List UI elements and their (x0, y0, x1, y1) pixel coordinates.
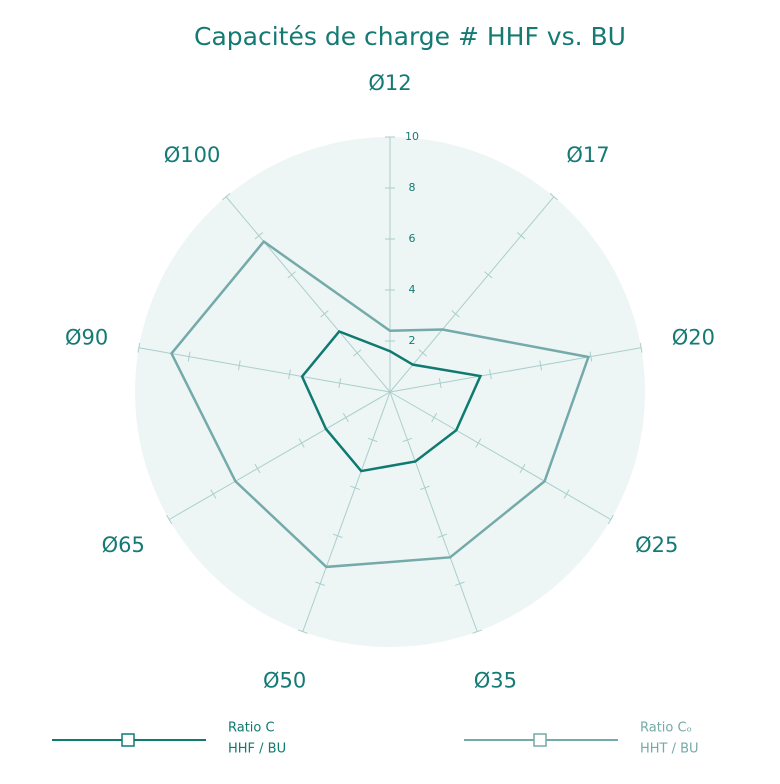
spoke (138, 347, 391, 393)
tick-mark (438, 378, 442, 389)
tick-mark (287, 271, 296, 279)
category-label: Ø12 (368, 71, 411, 95)
radar-line (170, 239, 591, 569)
legend-marker (533, 733, 547, 747)
legend-sublabel: HHT / BU (640, 742, 699, 757)
spoke (389, 196, 555, 393)
spoke (168, 391, 391, 520)
legend-label: Ratio Cₒ (640, 721, 692, 736)
category-label: Ø100 (164, 143, 221, 167)
tick-mark (288, 369, 291, 380)
tick-mark (639, 342, 643, 353)
tick-mark (489, 369, 492, 380)
tick-mark (166, 514, 173, 525)
tick-mark (137, 342, 141, 353)
tick-mark (350, 485, 360, 491)
legend-label: Ratio C (228, 721, 275, 736)
tick-mark (187, 351, 191, 362)
tick-mark (402, 437, 413, 443)
tick-mark (418, 349, 427, 357)
category-label: Ø50 (263, 668, 306, 692)
tick-mark (367, 437, 378, 443)
tick-mark (437, 533, 448, 538)
tick-mark (589, 351, 593, 362)
tick-mark (549, 193, 559, 201)
tick-mark (607, 514, 614, 525)
tick-mark (298, 438, 305, 448)
tick-mark (332, 533, 343, 538)
tick-mark (516, 232, 526, 240)
spoke (389, 391, 478, 632)
tick-mark (342, 412, 349, 423)
tick-mark (338, 378, 342, 389)
tick-mark (320, 310, 329, 318)
tick-mark (315, 581, 326, 586)
tick-mark (210, 489, 217, 499)
spoke (389, 347, 642, 393)
category-label: Ø90 (65, 326, 108, 350)
legend-sublabel: HHF / BU (228, 742, 286, 757)
radar-line (300, 329, 483, 473)
spoke (389, 391, 612, 520)
r-tick-label: 10 (405, 130, 419, 143)
tick-mark (472, 629, 483, 634)
tick-mark (420, 485, 430, 491)
tick-mark (451, 310, 460, 318)
spoke (302, 391, 391, 632)
spoke (225, 196, 391, 393)
tick-mark (431, 412, 438, 423)
tick-mark (237, 360, 241, 371)
r-tick-label: 2 (409, 334, 416, 347)
tick-mark (353, 349, 362, 357)
category-label: Ø20 (672, 326, 715, 350)
category-label: Ø25 (635, 533, 678, 557)
tick-mark (254, 463, 261, 474)
category-label: Ø65 (102, 533, 145, 557)
r-tick-label: 8 (409, 181, 416, 194)
legend-marker (121, 733, 135, 747)
tick-mark (221, 193, 231, 201)
r-tick-label: 6 (409, 232, 416, 245)
chart-title: Capacités de charge # HHF vs. BU (194, 22, 626, 51)
r-tick-label: 4 (409, 283, 416, 296)
tick-mark (297, 629, 308, 634)
category-label: Ø17 (566, 143, 609, 167)
tick-mark (563, 489, 570, 499)
tick-mark (475, 438, 482, 448)
tick-mark (484, 271, 493, 279)
tick-mark (454, 581, 465, 586)
category-label: Ø35 (474, 668, 517, 692)
tick-mark (254, 232, 264, 240)
tick-mark (539, 360, 543, 371)
tick-mark (519, 463, 526, 474)
